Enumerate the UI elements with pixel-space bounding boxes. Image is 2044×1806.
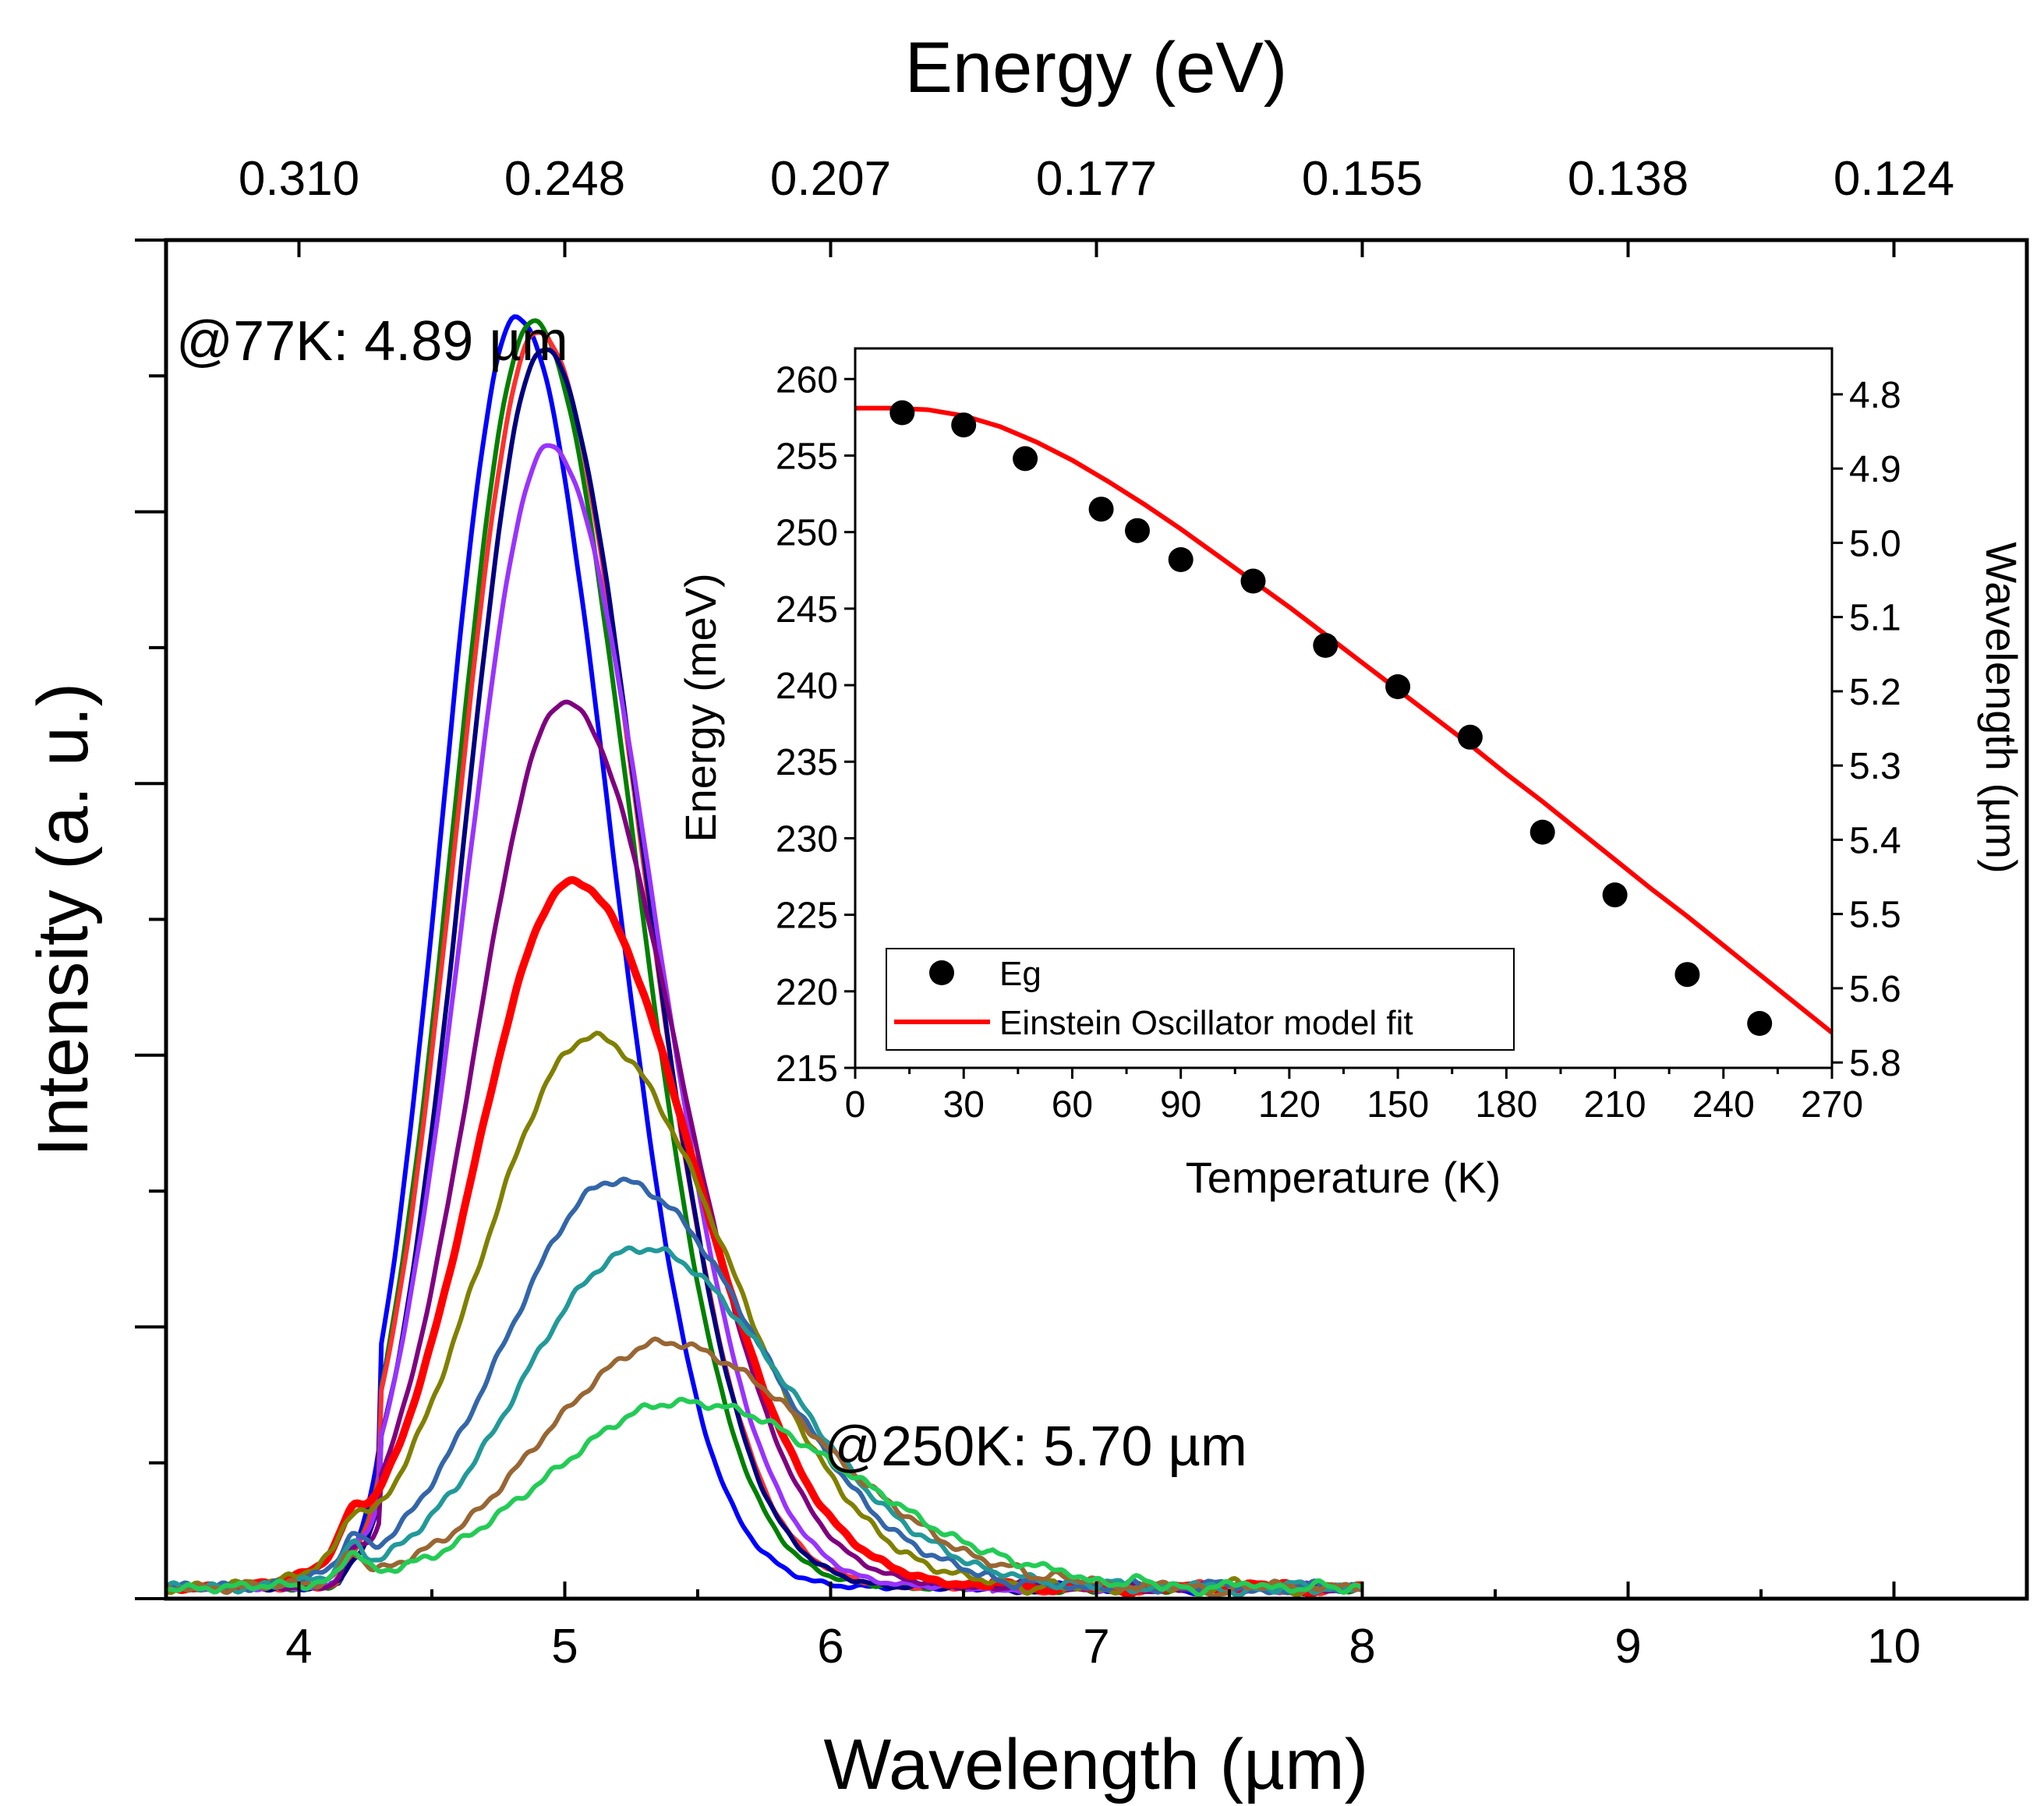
bottom-tick-label: 9 <box>1614 1620 1641 1673</box>
annotation-250k: @250K: 5.70 µm <box>824 1415 1247 1478</box>
inset-y-tick-label: 240 <box>776 666 838 707</box>
top-tick-label: 0.138 <box>1568 152 1689 206</box>
top-tick-label: 0.207 <box>770 152 891 206</box>
inset-x-tick-label: 30 <box>943 1084 985 1126</box>
eg-point <box>1168 547 1194 572</box>
inset-right-tick-label: 5.2 <box>1849 672 1901 713</box>
inset-x-tick-label: 270 <box>1801 1084 1863 1126</box>
inset-legend: Eg Einstein Oscillator model fit <box>886 948 1515 1051</box>
legend-label-fit: Einstein Oscillator model fit <box>999 1004 1413 1042</box>
bottom-tick-label: 4 <box>285 1620 312 1673</box>
inset-right-tick-label: 5.8 <box>1849 1043 1901 1084</box>
inset-points <box>889 400 1773 1036</box>
bottom-tick-label: 6 <box>817 1620 843 1673</box>
bottom-axis-title: Wavelength (µm) <box>824 1725 1369 1804</box>
inset-right-tick-label: 4.9 <box>1849 449 1901 490</box>
inset-left-title: Energy (meV) <box>676 573 725 842</box>
eg-point <box>1529 819 1555 845</box>
inset-plot: 0 30 60 90 120 150 180 210 240 270 260 255 250 245 240… <box>676 347 2026 1202</box>
inset-x-title: Temperature (K) <box>1186 1153 1501 1202</box>
eg-point <box>1457 724 1483 750</box>
top-tick-label: 0.124 <box>1834 152 1954 206</box>
main-ticks: 4 5 6 7 8 9 10 0.310 0.248 0.207 0.177 0.155 0.138 0.… <box>135 152 2028 1673</box>
inset-x-tick-label: 240 <box>1692 1084 1755 1126</box>
inset-x-tick-label: 0 <box>845 1084 866 1126</box>
inset-x-tick-label: 120 <box>1258 1084 1321 1126</box>
inset-right-tick-label: 5.3 <box>1849 746 1901 787</box>
inset-right-tick-label: 5.6 <box>1849 969 1901 1010</box>
top-tick-label: 0.177 <box>1036 152 1157 206</box>
inset-x-tick-label: 60 <box>1052 1084 1093 1126</box>
top-tick-label: 0.248 <box>504 152 625 206</box>
inset-right-tick-label: 5.0 <box>1849 523 1901 564</box>
eg-point <box>1013 446 1038 472</box>
eg-point <box>1088 497 1114 522</box>
main-plot: 4 5 6 7 8 9 10 0.310 0.248 0.207 0.177 0.155 0.138 0.… <box>23 28 2029 1804</box>
inset-right-tick-label: 5.4 <box>1849 820 1901 861</box>
eg-point <box>1674 962 1700 988</box>
top-axis-title: Energy (eV) <box>905 28 1288 108</box>
spectrum-line-250K <box>165 1396 1363 1598</box>
legend-marker-eg <box>929 960 954 985</box>
inset-x-tick-label: 180 <box>1475 1084 1537 1126</box>
eg-point <box>1602 882 1628 908</box>
left-axis-title: Intensity (a. u.) <box>23 683 103 1157</box>
eg-point <box>1313 633 1339 658</box>
inset-y-tick-label: 235 <box>776 742 838 783</box>
inset-y-tick-label: 255 <box>776 436 838 477</box>
top-tick-label: 0.155 <box>1302 152 1423 206</box>
inset-y-tick-label: 245 <box>776 589 838 631</box>
inset-fit-line <box>855 405 1834 1035</box>
inset-y-tick-label: 230 <box>776 818 838 860</box>
inset-right-title: Wavelength (µm) <box>1977 542 2026 873</box>
inset-x-tick-label: 210 <box>1584 1084 1646 1126</box>
eg-point <box>1125 518 1150 543</box>
eg-point <box>951 412 977 438</box>
legend-box <box>886 948 1515 1051</box>
inset-y-tick-label: 225 <box>776 896 838 937</box>
bottom-tick-label: 7 <box>1083 1620 1109 1673</box>
eg-point <box>1385 674 1411 699</box>
spectrum-line-235K <box>164 1245 1363 1599</box>
inset-x-tick-label: 90 <box>1160 1084 1201 1126</box>
annotation-77k: @77K: 4.89 µm <box>176 310 568 373</box>
inset-ticks: 0 30 60 90 120 150 180 210 240 270 260 255 250 245 240… <box>776 359 1901 1126</box>
eg-point <box>1240 568 1266 594</box>
eg-point <box>1747 1011 1773 1036</box>
einstein-fit-line <box>855 405 1834 1035</box>
eg-point <box>889 400 915 426</box>
legend-label-eg: Eg <box>999 955 1041 993</box>
inset-right-tick-label: 5.1 <box>1849 598 1901 639</box>
bottom-tick-label: 8 <box>1349 1620 1375 1673</box>
inset-y-tick-label: 215 <box>776 1048 838 1090</box>
inset-right-tick-label: 5.5 <box>1849 895 1901 936</box>
inset-y-tick-label: 250 <box>776 513 838 554</box>
top-tick-label: 0.310 <box>239 152 359 206</box>
spectra-curves <box>164 314 1364 1599</box>
inset-x-tick-label: 150 <box>1367 1084 1429 1126</box>
inset-y-tick-label: 260 <box>776 359 838 401</box>
inset-right-tick-label: 4.8 <box>1849 375 1901 416</box>
inset-y-tick-label: 220 <box>776 972 838 1013</box>
bottom-tick-label: 5 <box>551 1620 578 1673</box>
bottom-tick-label: 10 <box>1867 1620 1921 1673</box>
